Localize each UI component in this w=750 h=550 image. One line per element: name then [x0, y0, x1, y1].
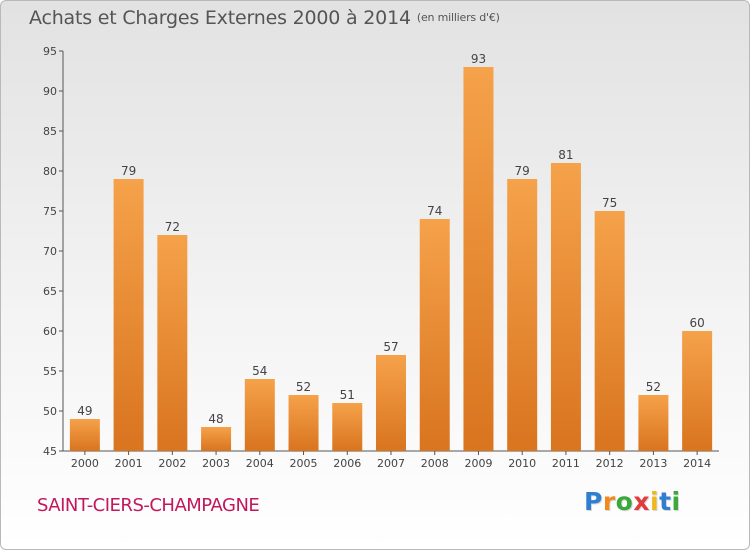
bar: [201, 427, 232, 451]
logo-letter: t: [659, 487, 672, 516]
x-tick-label: 2013: [639, 457, 667, 470]
x-tick-label: 2009: [464, 457, 492, 470]
x-tick-label: 2006: [333, 457, 361, 470]
y-tick-label: 80: [43, 165, 57, 178]
proxiti-logo: Proxiti: [584, 487, 681, 516]
bar-value-label: 49: [77, 404, 92, 418]
bar-value-label: 54: [252, 364, 267, 378]
x-tick-label: 2010: [508, 457, 536, 470]
logo-letter: i: [671, 487, 681, 516]
bar: [157, 235, 188, 451]
x-tick-label: 2003: [202, 457, 230, 470]
logo-letter: i: [650, 487, 660, 516]
bar-value-label: 74: [427, 204, 442, 218]
bar: [550, 163, 581, 451]
bar-value-label: 81: [558, 148, 573, 162]
y-tick-label: 85: [43, 125, 57, 138]
bar: [332, 403, 363, 451]
y-tick-label: 95: [43, 45, 57, 58]
bar: [594, 211, 625, 451]
x-tick-label: 2005: [290, 457, 318, 470]
bar-value-label: 60: [689, 316, 704, 330]
bar: [288, 395, 319, 451]
bar: [244, 379, 275, 451]
logo-letter: x: [633, 487, 650, 516]
bar-value-label: 52: [296, 380, 311, 394]
x-tick-label: 2008: [421, 457, 449, 470]
logo-letter: P: [584, 487, 603, 516]
y-tick-label: 55: [43, 365, 57, 378]
bar: [463, 67, 494, 451]
bar-value-label: 52: [646, 380, 661, 394]
x-tick-label: 2001: [115, 457, 143, 470]
x-tick-label: 2007: [377, 457, 405, 470]
y-tick-label: 75: [43, 205, 57, 218]
bar: [69, 419, 100, 451]
x-tick-label: 2014: [683, 457, 711, 470]
x-tick-label: 2000: [71, 457, 99, 470]
bar-value-label: 93: [471, 52, 486, 66]
bar-value-label: 51: [340, 388, 355, 402]
bar-value-label: 79: [121, 164, 136, 178]
bar-value-label: 75: [602, 196, 617, 210]
chart-title: Achats et Charges Externes 2000 à 2014 (e…: [29, 7, 500, 29]
bar-value-label: 72: [165, 220, 180, 234]
x-tick-label: 2011: [552, 457, 580, 470]
chart-title-text: Achats et Charges Externes 2000 à 2014: [29, 7, 411, 29]
y-tick-label: 60: [43, 325, 57, 338]
bar: [419, 219, 450, 451]
commune-name: SAINT-CIERS-CHAMPAGNE: [37, 495, 260, 516]
y-tick-label: 50: [43, 405, 57, 418]
logo-letter: o: [615, 487, 634, 516]
y-tick-label: 45: [43, 445, 57, 458]
y-tick-label: 65: [43, 285, 57, 298]
x-tick-label: 2002: [158, 457, 186, 470]
logo-letter: r: [602, 487, 616, 516]
x-tick-label: 2004: [246, 457, 274, 470]
bar: [376, 355, 406, 451]
bar: [682, 331, 713, 451]
bar: [638, 395, 669, 451]
bar: [113, 179, 144, 451]
bar-value-label: 79: [515, 164, 530, 178]
y-tick-label: 90: [43, 85, 57, 98]
bar: [507, 179, 538, 451]
y-tick-label: 70: [43, 245, 57, 258]
x-tick-label: 2012: [596, 457, 624, 470]
bar-value-label: 57: [383, 340, 398, 354]
bar-value-label: 48: [208, 412, 223, 426]
chart-subtitle: (en milliers d'€): [416, 11, 500, 24]
